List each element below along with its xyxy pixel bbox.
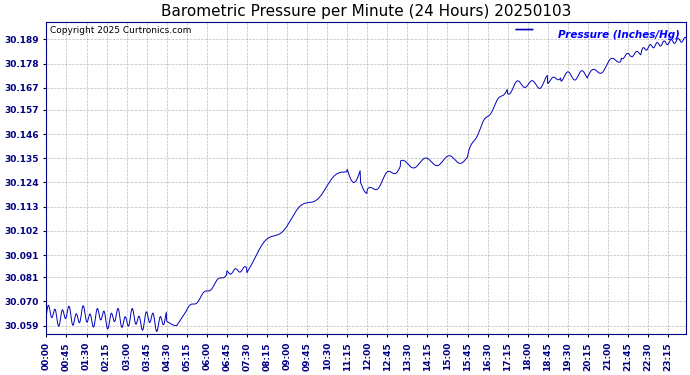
Title: Barometric Pressure per Minute (24 Hours) 20250103: Barometric Pressure per Minute (24 Hours… [161,4,571,19]
Text: Copyright 2025 Curtronics.com: Copyright 2025 Curtronics.com [50,26,191,35]
Text: Pressure (Inches/Hg): Pressure (Inches/Hg) [558,30,680,39]
